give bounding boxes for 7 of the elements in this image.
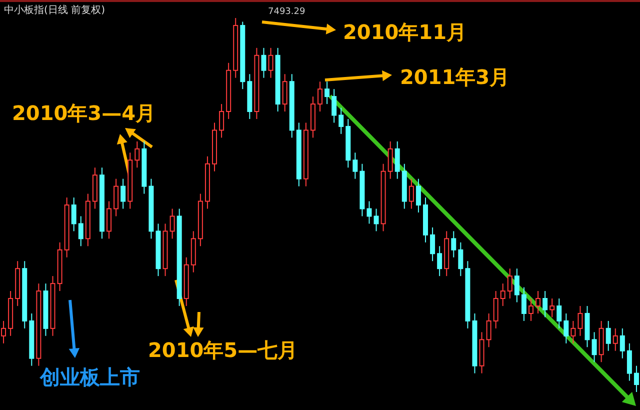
annotation: 2010年11月 (343, 20, 466, 44)
text: 7493.29 (268, 7, 306, 17)
annotation: 2010年5—七月 (148, 338, 298, 362)
chart-title: 中小板指(日线 前复权) (4, 4, 106, 16)
annotation: 2010年3—4月 (12, 101, 156, 125)
annotation: 创业板上市 (39, 365, 140, 389)
annotation: 2011年3月 (400, 65, 510, 89)
